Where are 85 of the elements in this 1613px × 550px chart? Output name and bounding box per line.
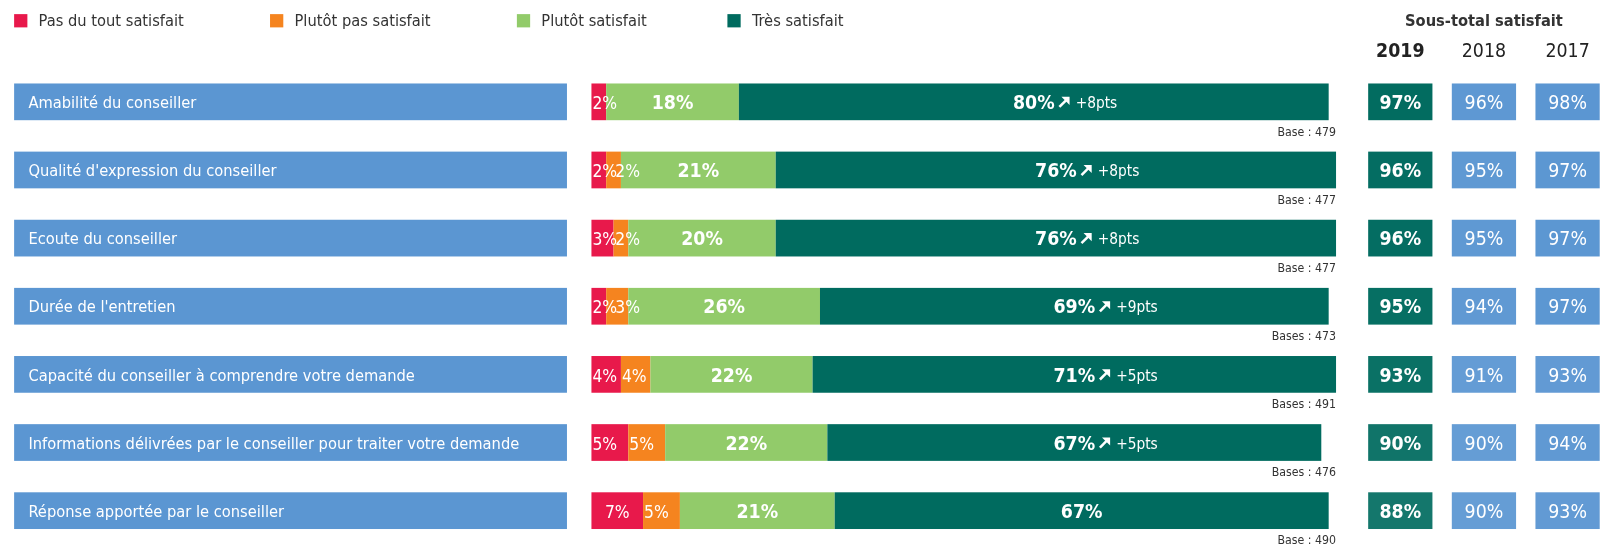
- data-label: 22%: [710, 363, 753, 387]
- annotation: +8pts: [1075, 93, 1118, 112]
- data-label: 4%: [592, 365, 618, 386]
- data-label: 20%: [681, 227, 723, 251]
- data-label: 95%: [1379, 295, 1422, 319]
- x-tick-label: 2018: [1461, 38, 1507, 62]
- bar: [775, 151, 1337, 189]
- bar: [834, 492, 1329, 530]
- data-label: 2%: [615, 229, 641, 250]
- legend-label: Plutôt pas satisfait: [294, 11, 431, 31]
- data-label: 97%: [1548, 295, 1587, 319]
- data-label: 67%: [1053, 431, 1096, 455]
- data-label: 94%: [1548, 431, 1587, 455]
- y-tick-label: Qualité d'expression du conseiller: [28, 161, 278, 181]
- data-label: 7%: [604, 501, 630, 522]
- bar: [679, 492, 835, 530]
- data-label: 5%: [629, 433, 655, 454]
- data-label: 80%: [1012, 90, 1055, 114]
- legend-label: Pas du tout satisfait: [38, 11, 185, 31]
- y-tick-label: Amabilité du conseiller: [28, 92, 198, 112]
- y-tick-label: Réponse apportée par le conseiller: [28, 501, 286, 521]
- data-label: 67%: [1060, 499, 1103, 523]
- data-label: 76%: [1035, 227, 1077, 251]
- y-tick-label: Informations délivrées par le conseiller pour traiter votre demande: [28, 433, 520, 453]
- data-label: 71%: [1053, 363, 1096, 387]
- annotation: +5pts: [1116, 366, 1158, 385]
- annotation: Bases : 476: [1271, 465, 1337, 480]
- data-label: 97%: [1379, 90, 1422, 114]
- y-tick-label: Durée de l'entretien: [28, 297, 176, 317]
- x-tick-label: 2019: [1376, 38, 1425, 62]
- annotation: +8pts: [1097, 162, 1140, 181]
- bar: [650, 356, 813, 393]
- data-label: 18%: [651, 90, 694, 114]
- data-label: 2%: [592, 161, 618, 182]
- data-label: 26%: [703, 295, 745, 319]
- data-label: 93%: [1548, 363, 1587, 387]
- data-label: 96%: [1379, 227, 1422, 251]
- annotation: +9pts: [1116, 298, 1158, 317]
- data-label: 3%: [615, 297, 641, 318]
- data-label: 91%: [1464, 363, 1504, 387]
- data-label: 97%: [1548, 159, 1587, 183]
- bar: [665, 424, 828, 461]
- data-label: 88%: [1379, 499, 1422, 523]
- bar: [775, 219, 1337, 257]
- annotation: Base : 477: [1277, 260, 1337, 275]
- data-label: 5%: [644, 501, 669, 522]
- bar: [819, 287, 1329, 325]
- legend-label: Très satisfait: [750, 11, 844, 31]
- data-label: 4%: [621, 365, 647, 386]
- data-label: 21%: [677, 159, 720, 183]
- data-label: 96%: [1464, 90, 1504, 114]
- data-label: 22%: [725, 431, 768, 455]
- bar: [591, 492, 644, 530]
- annotation: +5pts: [1116, 434, 1158, 453]
- data-label: 97%: [1548, 227, 1587, 251]
- annotation: Base : 477: [1277, 192, 1337, 207]
- annotation: Base : 479: [1277, 124, 1337, 139]
- data-label: 95%: [1464, 159, 1504, 183]
- data-label: 94%: [1464, 295, 1504, 319]
- data-label: 93%: [1548, 499, 1587, 523]
- data-label: 5%: [592, 433, 618, 454]
- legend-label: Plutôt satisfait: [541, 11, 648, 31]
- data-label: 90%: [1464, 431, 1504, 455]
- y-tick-label: Capacité du conseiller à comprendre votre demande: [28, 365, 415, 385]
- data-label: 95%: [1464, 227, 1504, 251]
- annotation: +8pts: [1097, 230, 1140, 249]
- data-label: 69%: [1053, 295, 1096, 319]
- data-label: 96%: [1379, 159, 1422, 183]
- bar: [827, 424, 1322, 461]
- bar: [738, 83, 1329, 121]
- y-tick-label: Ecoute du conseiller: [28, 229, 179, 249]
- annotation: Bases : 491: [1271, 397, 1337, 412]
- data-label: 21%: [736, 499, 779, 523]
- chart-title: Sous-total satisfait: [1405, 11, 1563, 31]
- x-tick-label: 2017: [1545, 38, 1590, 62]
- data-label: 3%: [592, 229, 618, 250]
- data-label: 2%: [592, 297, 618, 318]
- annotation: Bases : 473: [1271, 328, 1337, 343]
- data-label: 76%: [1035, 159, 1077, 183]
- data-label: 90%: [1379, 431, 1422, 455]
- data-label: 93%: [1379, 363, 1422, 387]
- annotation: Base : 490: [1277, 533, 1337, 548]
- data-label: 90%: [1464, 499, 1504, 523]
- data-label: 98%: [1548, 90, 1587, 114]
- bar: [812, 356, 1337, 393]
